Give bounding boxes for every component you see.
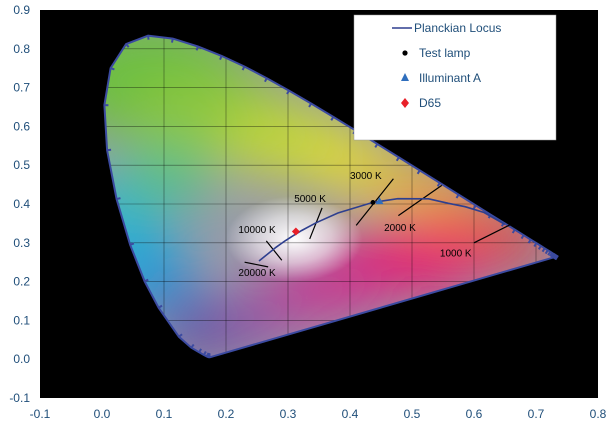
marker-illuminant-a bbox=[375, 197, 384, 205]
y-tick-label: 0.2 bbox=[13, 275, 30, 289]
legend-marker-illuminant-a bbox=[401, 73, 409, 81]
x-tick-label: -0.1 bbox=[30, 407, 51, 421]
y-tick-label: -0.1 bbox=[9, 391, 30, 405]
y-tick-label: 0.7 bbox=[13, 81, 30, 95]
legend-label-d65: D65 bbox=[419, 96, 441, 110]
iso-label-2000k: 2000 K bbox=[384, 223, 416, 234]
y-tick-label: 0.0 bbox=[13, 352, 30, 366]
x-tick-label: 0.2 bbox=[218, 407, 235, 421]
x-tick-label: 0.6 bbox=[466, 407, 483, 421]
marker-d65 bbox=[291, 227, 300, 236]
y-axis-tick-labels: -0.1 0.0 0.1 0.2 0.3 0.4 0.5 0.6 0.7 0.8 0.9 bbox=[9, 3, 30, 405]
marker-test-lamp bbox=[370, 200, 376, 205]
x-tick-label: 0.5 bbox=[404, 407, 421, 421]
y-tick-label: 0.5 bbox=[13, 158, 30, 172]
y-tick-label: 0.1 bbox=[13, 313, 30, 327]
iso-line-10000k bbox=[265, 240, 283, 261]
x-tick-label: 0.4 bbox=[342, 407, 359, 421]
y-tick-label: 0.3 bbox=[13, 236, 30, 250]
x-tick-label: 0.3 bbox=[280, 407, 297, 421]
legend-marker-d65 bbox=[401, 98, 409, 108]
iso-line-20000k bbox=[244, 261, 269, 268]
legend-marker-test-lamp bbox=[402, 50, 408, 56]
iso-label-1000k: 1000 K bbox=[440, 248, 472, 259]
iso-label-5000k: 5000 K bbox=[294, 194, 326, 205]
planckian-locus-line bbox=[258, 197, 506, 262]
isotemperature-lines: 1000 K 2000 K 3000 K 5000 K 10000 K 20000 K bbox=[238, 171, 515, 279]
legend: Planckian Locus Test lamp Illuminant A D… bbox=[353, 14, 557, 141]
iso-line-2000k bbox=[398, 184, 443, 217]
x-axis-tick-labels: -0.1 0.0 0.1 0.2 0.3 0.4 0.5 0.6 0.7 0.8 bbox=[30, 407, 607, 421]
legend-label-test-lamp: Test lamp bbox=[419, 46, 471, 60]
legend-label-planckian: Planckian Locus bbox=[414, 21, 501, 35]
y-tick-label: 0.8 bbox=[13, 42, 30, 56]
x-tick-label: 0.1 bbox=[156, 407, 173, 421]
legend-box bbox=[353, 14, 557, 141]
y-tick-label: 0.6 bbox=[13, 119, 30, 133]
iso-label-3000k: 3000 K bbox=[350, 171, 382, 182]
iso-label-10000k: 10000 K bbox=[238, 225, 276, 236]
y-tick-label: 0.9 bbox=[13, 3, 30, 17]
iso-line-1000k bbox=[473, 222, 515, 244]
legend-label-illuminant-a: Illuminant A bbox=[419, 71, 481, 85]
iso-label-20000k: 20000 K bbox=[238, 268, 276, 279]
data-markers bbox=[291, 197, 384, 236]
x-tick-label: 0.0 bbox=[94, 407, 111, 421]
x-tick-label: 0.7 bbox=[528, 407, 545, 421]
y-tick-label: 0.4 bbox=[13, 197, 30, 211]
x-tick-label: 0.8 bbox=[590, 407, 607, 421]
